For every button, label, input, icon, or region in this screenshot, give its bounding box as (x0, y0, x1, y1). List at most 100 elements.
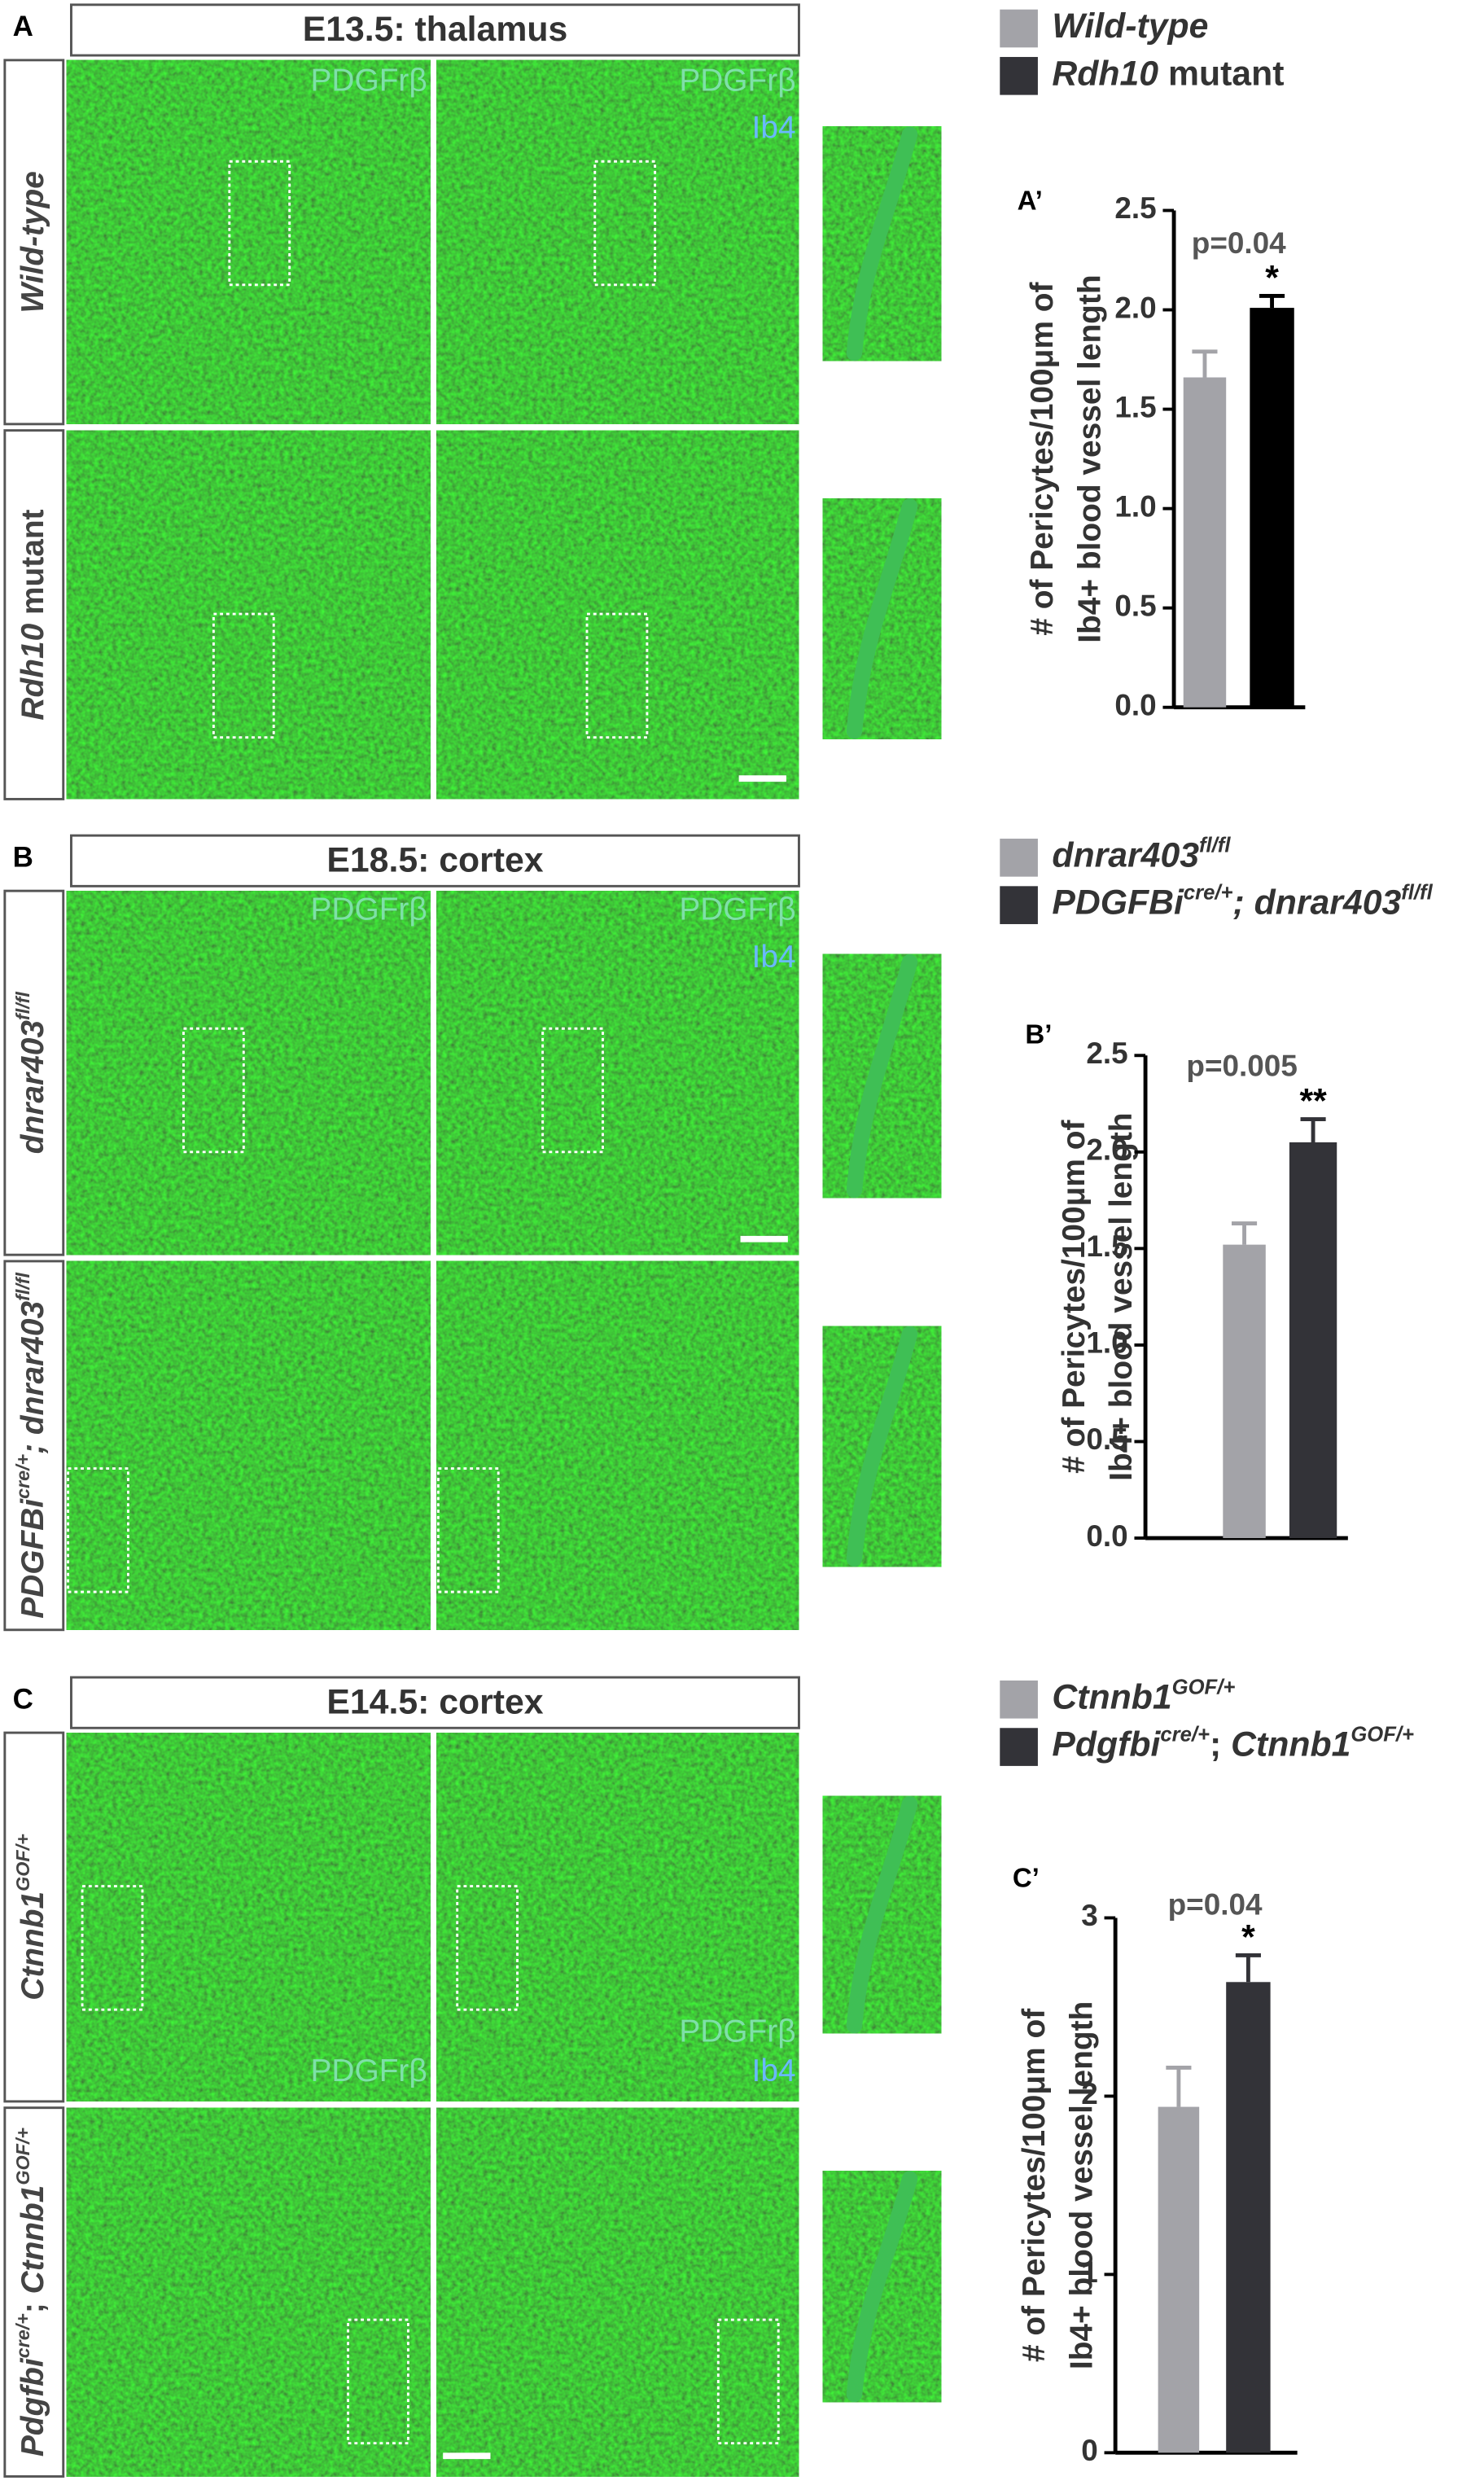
legend-swatch (1000, 839, 1038, 877)
stain-label: PDGFrβ (311, 892, 427, 927)
legend-swatch (1000, 1680, 1038, 1719)
chart-label: A’ (1018, 185, 1043, 215)
micrograph (66, 1260, 431, 1630)
stain-label: PDGFrβ (311, 2053, 427, 2088)
vessel (846, 1795, 918, 2034)
bar (1250, 308, 1294, 708)
text-part: GOF/+ (1172, 1676, 1236, 1698)
vessel (846, 953, 918, 1199)
y-tick-label: 1.5 (1086, 1229, 1127, 1263)
chart-label: B’ (1025, 1019, 1052, 1050)
text-part: Wild-type (1052, 7, 1208, 46)
row-label: Pdgfbicre/+; Ctnnb1GOF/+ (12, 2128, 50, 2457)
text-part: GOF/+ (12, 1834, 33, 1891)
vessel (846, 2171, 918, 2403)
y-tick-label: 1.0 (1086, 1326, 1127, 1360)
text-part: cre/+ (12, 2313, 33, 2358)
y-tick-label: 1 (1081, 2255, 1098, 2289)
p-value: p=0.04 (1168, 1888, 1263, 1922)
panel-letter: A (13, 11, 33, 42)
title-box (70, 1676, 800, 1729)
row-label: dnrar403fl/fl (12, 992, 50, 1155)
row-label: Ctnnb1GOF/+ (12, 1834, 50, 2001)
y-tick-label: 2.5 (1114, 191, 1156, 225)
panel-title: E13.5: thalamus (303, 10, 568, 49)
y-axis-label: Ib4+ blood vessel length (1072, 274, 1107, 642)
significance: ** (1299, 1081, 1327, 1120)
micrograph (436, 891, 799, 1256)
micrograph (436, 430, 799, 800)
legend-swatch (1000, 886, 1038, 924)
dotted-box (541, 1027, 604, 1154)
row-label: Rdh10 mutant (15, 509, 50, 720)
y-tick-label: 2 (1081, 2077, 1098, 2110)
error-bar (1166, 2065, 1192, 2107)
dotted-box (716, 2318, 780, 2445)
y-tick-label: 0 (1081, 2434, 1098, 2467)
stain-label: PDGFrβ (311, 63, 427, 98)
text-part: Pdgfbi (1052, 1725, 1161, 1764)
error-bar (1300, 1117, 1326, 1142)
text-part: fl/fl (12, 992, 33, 1020)
row-label-box (3, 1731, 65, 2103)
legend-label: Ctnnb1GOF/+ (1052, 1676, 1235, 1717)
row-label: PDGFBicre/+; dnrar403fl/fl (12, 1272, 50, 1618)
stain-label: PDGFrβ (679, 892, 795, 927)
text-part: cre/+ (1160, 1723, 1210, 1746)
error-bar (1231, 1221, 1258, 1245)
micrograph (436, 1733, 799, 2102)
text-part: Pdgfbi (15, 2357, 50, 2457)
micrograph (66, 891, 431, 1256)
text-part: fl/fl (1401, 881, 1433, 904)
row-label: Wild-type (15, 171, 50, 313)
y-axis-label: # of Pericytes/100μm of (1025, 281, 1060, 635)
panel-letter: B (13, 842, 33, 874)
dotted-box (228, 160, 291, 287)
dotted-box (347, 2318, 409, 2445)
error-bar (1192, 349, 1218, 378)
dotted-box (212, 612, 275, 739)
legend-swatch (1000, 9, 1038, 48)
bar (1226, 1982, 1271, 2453)
row-label-box (3, 889, 65, 1256)
stain-label: PDGFrβ (679, 63, 795, 98)
text-part: GOF/+ (12, 2128, 33, 2185)
error-bar (1235, 1953, 1261, 1983)
text-part: ; dnrar403 (1233, 883, 1402, 923)
y-tick-label: 0.0 (1114, 688, 1156, 721)
row-label-box (3, 59, 65, 426)
text-part: ; dnrar403 (15, 1301, 50, 1454)
stain-label: PDGFrβ (679, 2014, 795, 2049)
text-part: Wild-type (15, 171, 50, 313)
text-part: cre/+ (1184, 881, 1233, 904)
text-part: dnrar403 (1052, 836, 1199, 875)
y-tick-label: 0.0 (1086, 1519, 1127, 1553)
text-part: Rdh10 (15, 623, 50, 720)
stain-label: Ib4 (752, 940, 796, 975)
text-part: fl/fl (1199, 834, 1231, 857)
vessel (846, 126, 918, 362)
y-tick-label: 1.0 (1114, 489, 1156, 523)
micrograph (436, 1260, 799, 1630)
p-value: p=0.005 (1186, 1050, 1297, 1083)
micrograph (436, 2107, 799, 2477)
text-part: PDGFBi (1052, 883, 1184, 923)
bar (1223, 1244, 1266, 1539)
legend-label: PDGFBicre/+; dnrar403fl/fl (1052, 881, 1433, 923)
row-label-box (3, 2106, 65, 2478)
y-axis-label: Ib4+ blood vessel length (1065, 2001, 1100, 2369)
text-part: mutant (15, 509, 50, 623)
row-label-box (3, 1260, 65, 1632)
text-part: Ctnnb1 (1052, 1678, 1171, 1717)
chart-label: C’ (1013, 1863, 1040, 1893)
significance: * (1265, 258, 1279, 297)
text-part: mutant (1158, 55, 1284, 94)
text-part: Ctnnb1 (15, 2185, 50, 2294)
micrograph (66, 59, 431, 424)
significance: * (1241, 1917, 1255, 1957)
y-axis-label: # of Pericytes/100μm of (1057, 1120, 1092, 1474)
text-part: PDGFBi (15, 1498, 50, 1619)
y-axis-label: Ib4+ blood vessel length (1104, 1112, 1139, 1480)
text-part: ; (1210, 1725, 1231, 1764)
bar (1158, 2106, 1200, 2453)
